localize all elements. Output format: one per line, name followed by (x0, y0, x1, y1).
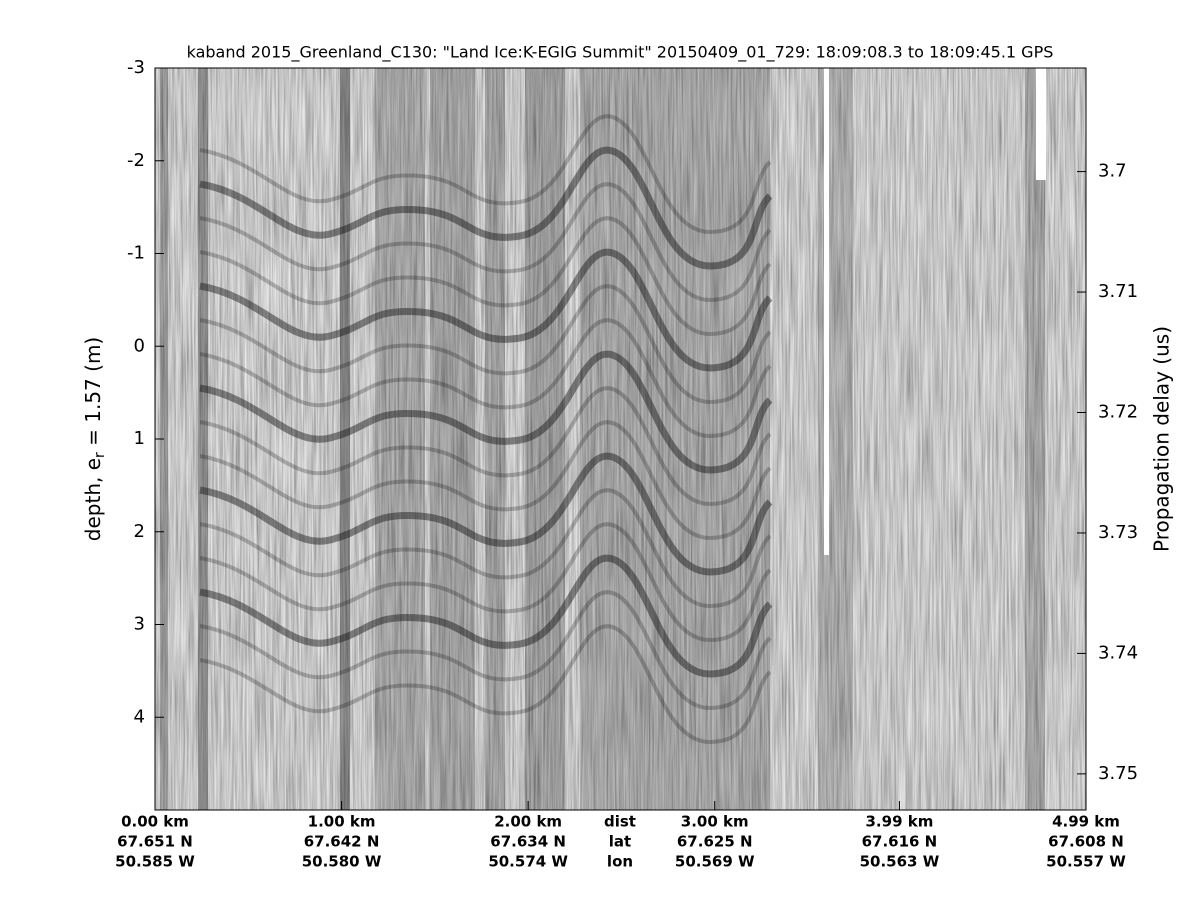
layer-curve (199, 318, 772, 439)
y-tick-label: 3 (134, 614, 145, 635)
y-label-subscript: r (92, 452, 108, 458)
layer-curve (199, 452, 773, 576)
layer-curve (199, 386, 772, 507)
layer-curve (199, 350, 773, 474)
dark-stripe (430, 68, 475, 810)
dark-stripe (818, 68, 853, 810)
y-tick-label: 1 (134, 428, 145, 449)
lat-label: 67.625 N (677, 833, 753, 851)
y2-tick-label: 3.72 (1098, 402, 1138, 423)
chart-title: kaband 2015_Greenland_C130: "Land Ice:K-… (187, 43, 1054, 63)
dark-stripe (580, 68, 770, 810)
y-label-text: depth, e (81, 458, 105, 541)
x-row-label: lat (609, 833, 631, 851)
lon-label: 50.585 W (115, 853, 195, 871)
x-tick-label: 3.99 km (866, 813, 934, 831)
y-tick-label: -1 (127, 243, 145, 264)
layer-curve (199, 522, 772, 643)
layer-curve (199, 420, 772, 541)
dark-stripe (340, 68, 350, 810)
y-tick-label: -2 (127, 150, 145, 171)
lon-label: 50.563 W (860, 853, 940, 871)
dark-stripe (525, 68, 565, 810)
lat-label: 67.642 N (304, 833, 380, 851)
layer-curve (199, 624, 772, 745)
y-tick-label: 4 (134, 706, 145, 727)
layer-curve (199, 488, 772, 609)
echogram (155, 68, 1086, 810)
lon-label: 50.569 W (675, 853, 755, 871)
lon-label: 50.574 W (488, 853, 568, 871)
y2-tick-label: 3.75 (1098, 763, 1138, 784)
x-tick-label: 1.00 km (308, 813, 376, 831)
y-tick-label: 0 (134, 335, 145, 356)
lat-label: 67.616 N (862, 833, 938, 851)
echogram-background (155, 68, 1086, 810)
x-tick-label: 3.00 km (681, 813, 749, 831)
missing-data (824, 68, 829, 555)
lat-label: 67.634 N (490, 833, 566, 851)
y2-tick-label: 3.71 (1098, 281, 1138, 302)
y2-tick-label: 3.7 (1098, 161, 1127, 182)
layer-curve (199, 182, 772, 303)
y-label-suffix: = 1.57 (m) (81, 337, 105, 452)
layer-curve (199, 554, 773, 678)
dark-stripe (375, 68, 425, 810)
layer-curve (199, 216, 772, 337)
x-tick-label: 4.99 km (1052, 813, 1120, 831)
layer-curve (199, 248, 773, 372)
y-tick-label: -3 (127, 57, 145, 78)
y-axis-label: depth, er = 1.57 (m) (81, 337, 109, 541)
layer-curve (199, 284, 772, 405)
y2-axis-label: Propagation delay (us) (1150, 326, 1174, 552)
lon-label: 50.557 W (1046, 853, 1126, 871)
layer-curve (199, 146, 773, 270)
dark-stripe (485, 68, 505, 810)
layer-curve (199, 590, 772, 711)
x-row-label: lon (607, 853, 633, 871)
x-tick-label: 0.00 km (121, 813, 189, 831)
missing-data (1036, 68, 1046, 180)
dark-stripe (1025, 68, 1045, 810)
lon-label: 50.580 W (302, 853, 382, 871)
x-tick-label: 2.00 km (494, 813, 562, 831)
x-row-label: dist (604, 813, 636, 831)
y-tick-label: 2 (134, 521, 145, 542)
dark-stripe (198, 68, 208, 810)
layer-curve (199, 114, 772, 235)
lat-label: 67.608 N (1048, 833, 1124, 851)
y2-tick-label: 3.73 (1098, 522, 1138, 543)
lat-label: 67.651 N (117, 833, 193, 851)
y2-tick-label: 3.74 (1098, 642, 1138, 663)
